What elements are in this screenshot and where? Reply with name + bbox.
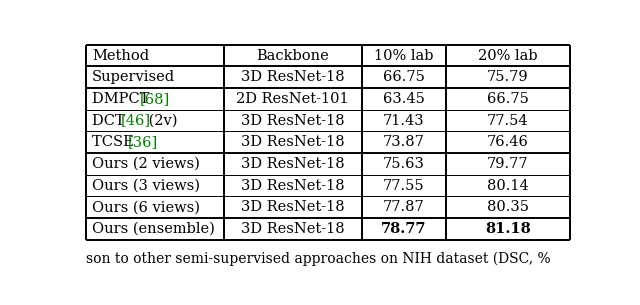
- Text: 73.87: 73.87: [383, 135, 424, 149]
- Text: [36]: [36]: [128, 135, 158, 149]
- Text: 75.63: 75.63: [383, 157, 424, 171]
- Text: 3D ResNet-18: 3D ResNet-18: [241, 70, 344, 84]
- Text: Ours (2 views): Ours (2 views): [92, 157, 200, 171]
- Text: 3D ResNet-18: 3D ResNet-18: [241, 135, 344, 149]
- Text: DMPCT: DMPCT: [92, 92, 154, 106]
- Text: Backbone: Backbone: [257, 49, 329, 63]
- Text: 79.77: 79.77: [487, 157, 529, 171]
- Text: 77.54: 77.54: [487, 114, 529, 127]
- Text: (2v): (2v): [144, 114, 178, 127]
- Text: 3D ResNet-18: 3D ResNet-18: [241, 179, 344, 192]
- Text: son to other semi-supervised approaches on NIH dataset (DSC, %: son to other semi-supervised approaches …: [86, 252, 550, 266]
- Text: [68]: [68]: [140, 92, 170, 106]
- Text: [46]: [46]: [121, 114, 151, 127]
- Text: 66.75: 66.75: [487, 92, 529, 106]
- Text: 3D ResNet-18: 3D ResNet-18: [241, 114, 344, 127]
- Text: Ours (6 views): Ours (6 views): [92, 200, 200, 214]
- Text: 77.55: 77.55: [383, 179, 424, 192]
- Text: 80.35: 80.35: [487, 200, 529, 214]
- Text: 75.79: 75.79: [487, 70, 529, 84]
- Text: 63.45: 63.45: [383, 92, 424, 106]
- Text: Method: Method: [92, 49, 149, 63]
- Text: 81.18: 81.18: [485, 222, 531, 236]
- Text: 78.77: 78.77: [381, 222, 426, 236]
- Text: Ours (3 views): Ours (3 views): [92, 179, 200, 192]
- Text: 71.43: 71.43: [383, 114, 424, 127]
- Text: 3D ResNet-18: 3D ResNet-18: [241, 157, 344, 171]
- Text: 10% lab: 10% lab: [374, 49, 433, 63]
- Text: Ours (ensemble): Ours (ensemble): [92, 222, 215, 236]
- Text: 76.46: 76.46: [487, 135, 529, 149]
- Text: TCSE: TCSE: [92, 135, 138, 149]
- Text: 2D ResNet-101: 2D ResNet-101: [236, 92, 349, 106]
- Text: 20% lab: 20% lab: [478, 49, 538, 63]
- Text: 3D ResNet-18: 3D ResNet-18: [241, 222, 344, 236]
- Text: DCT: DCT: [92, 114, 129, 127]
- Text: 80.14: 80.14: [487, 179, 529, 192]
- Text: 3D ResNet-18: 3D ResNet-18: [241, 200, 344, 214]
- Text: 77.87: 77.87: [383, 200, 424, 214]
- Text: Supervised: Supervised: [92, 70, 175, 84]
- Text: 66.75: 66.75: [383, 70, 424, 84]
